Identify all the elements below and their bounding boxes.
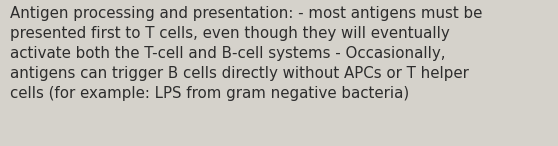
Text: Antigen processing and presentation: - most antigens must be
presented first to : Antigen processing and presentation: - m… xyxy=(10,6,483,101)
